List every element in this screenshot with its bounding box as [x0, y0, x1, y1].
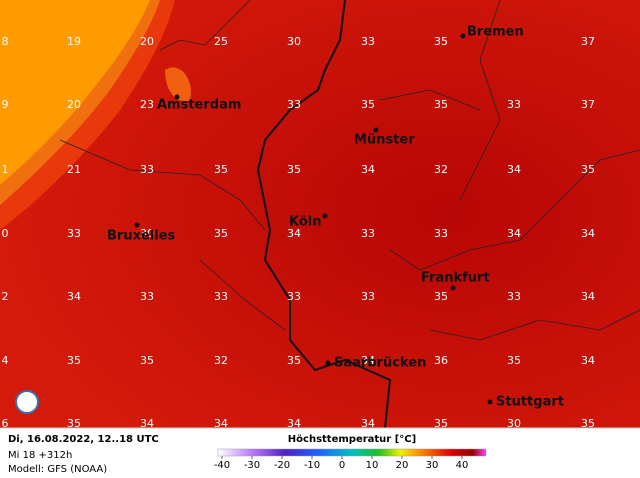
- legend-title: Höchsttemperatur [°C]: [288, 434, 416, 445]
- grid-value: 2: [2, 290, 9, 303]
- color-bar: [217, 448, 487, 457]
- grid-value: 32: [214, 354, 228, 367]
- grid-value: 34: [140, 417, 154, 430]
- grid-value: 35: [581, 417, 595, 430]
- grid-value: 34: [581, 290, 595, 303]
- grid-value: 35: [214, 163, 228, 176]
- sea-zone: [0, 0, 150, 185]
- grid-value: 20: [67, 98, 81, 111]
- city-label: Bremen: [467, 25, 524, 40]
- grid-value: 37: [581, 98, 595, 111]
- legend-tick-label: -10: [304, 460, 320, 471]
- legend-tick-label: 10: [366, 460, 379, 471]
- grid-value: 34: [287, 227, 301, 240]
- city-label: Saarbrücken: [334, 356, 426, 371]
- city-dot: [373, 127, 379, 133]
- grid-value: 34: [361, 417, 375, 430]
- grid-value: 33: [214, 290, 228, 303]
- grid-value: 33: [361, 290, 375, 303]
- run-label: Mi 18 +312h: [8, 450, 72, 461]
- grid-value: 25: [214, 35, 228, 48]
- city-dot: [322, 213, 328, 219]
- grid-value: 33: [507, 98, 521, 111]
- grid-value: 33: [434, 227, 448, 240]
- grid-value: 20: [140, 35, 154, 48]
- city-label: Amsterdam: [157, 98, 241, 113]
- city-label: Stuttgart: [496, 395, 564, 410]
- grid-value: 35: [67, 354, 81, 367]
- grid-value: 33: [287, 290, 301, 303]
- city-dot: [174, 94, 180, 100]
- grid-value: 34: [581, 227, 595, 240]
- grid-value: 30: [287, 35, 301, 48]
- grid-value: 34: [581, 354, 595, 367]
- grid-value: 33: [140, 163, 154, 176]
- model-label: Modell: GFS (NOAA): [8, 464, 107, 475]
- region-lines: [59, 0, 640, 341]
- map-area: 8 19 20 25 30 33 35 379 20 23 33 35 35 33 371 21 33 35 35 3…: [0, 0, 640, 430]
- legend-tick-label: -40: [214, 460, 230, 471]
- ijsselmeer-zone: [165, 67, 191, 102]
- city-dot: [460, 33, 466, 39]
- grid-value: 33: [140, 290, 154, 303]
- grid-value: 35: [214, 227, 228, 240]
- grid-value: 35: [434, 35, 448, 48]
- legend-tick-label: 40: [456, 460, 469, 471]
- grid-value: 21: [67, 163, 81, 176]
- border-line: [256, 0, 392, 428]
- grid-value: 35: [67, 417, 81, 430]
- legend-tick-label: 30: [426, 460, 439, 471]
- city-label: Münster: [354, 133, 415, 148]
- grid-value: 9: [2, 98, 9, 111]
- grid-value: 32: [434, 163, 448, 176]
- grid-value: 35: [434, 98, 448, 111]
- logo: [15, 390, 39, 414]
- grid-value: 19: [67, 35, 81, 48]
- grid-value: 35: [507, 354, 521, 367]
- grid-value: 34: [214, 417, 228, 430]
- grid-value: 33: [361, 227, 375, 240]
- legend-tick-label: 20: [396, 460, 409, 471]
- legend-tick-label: -30: [244, 460, 260, 471]
- grid-value: 35: [581, 163, 595, 176]
- grid-value: 34: [67, 290, 81, 303]
- grid-value: 30: [507, 417, 521, 430]
- grid-value: 23: [140, 98, 154, 111]
- grid-value: 34: [287, 417, 301, 430]
- grid-value: 33: [287, 98, 301, 111]
- grid-value: 6: [2, 417, 9, 430]
- grid-value: 30: [140, 227, 154, 240]
- city-dot: [134, 222, 140, 228]
- grid-value: 33: [507, 290, 521, 303]
- grid-value: 35: [140, 354, 154, 367]
- grid-value: 34: [361, 354, 375, 367]
- grid-value: 33: [361, 35, 375, 48]
- city-label: Frankfurt: [421, 271, 490, 286]
- grid-value: 35: [287, 354, 301, 367]
- city-dot: [325, 360, 331, 366]
- grid-value: 8: [2, 35, 9, 48]
- city-label: Köln: [289, 215, 322, 230]
- grid-value: 35: [434, 417, 448, 430]
- grid-value: 1: [2, 163, 9, 176]
- grid-value: 35: [361, 98, 375, 111]
- grid-value: 34: [507, 163, 521, 176]
- city-dot: [487, 399, 493, 405]
- grid-value: 35: [434, 290, 448, 303]
- grid-value: 4: [2, 354, 9, 367]
- city-dot: [450, 285, 456, 291]
- city-label: Bruxelles: [107, 229, 176, 244]
- grid-value: 37: [581, 35, 595, 48]
- grid-value: 0: [2, 227, 9, 240]
- grid-value: 35: [287, 163, 301, 176]
- grid-value: 34: [507, 227, 521, 240]
- grid-value: 33: [67, 227, 81, 240]
- legend-tick-label: -20: [274, 460, 290, 471]
- date-label: Di, 16.08.2022, 12..18 UTC: [8, 434, 159, 445]
- grid-value: 34: [361, 163, 375, 176]
- grid-value: 36: [434, 354, 448, 367]
- legend-tick-label: 0: [339, 460, 345, 471]
